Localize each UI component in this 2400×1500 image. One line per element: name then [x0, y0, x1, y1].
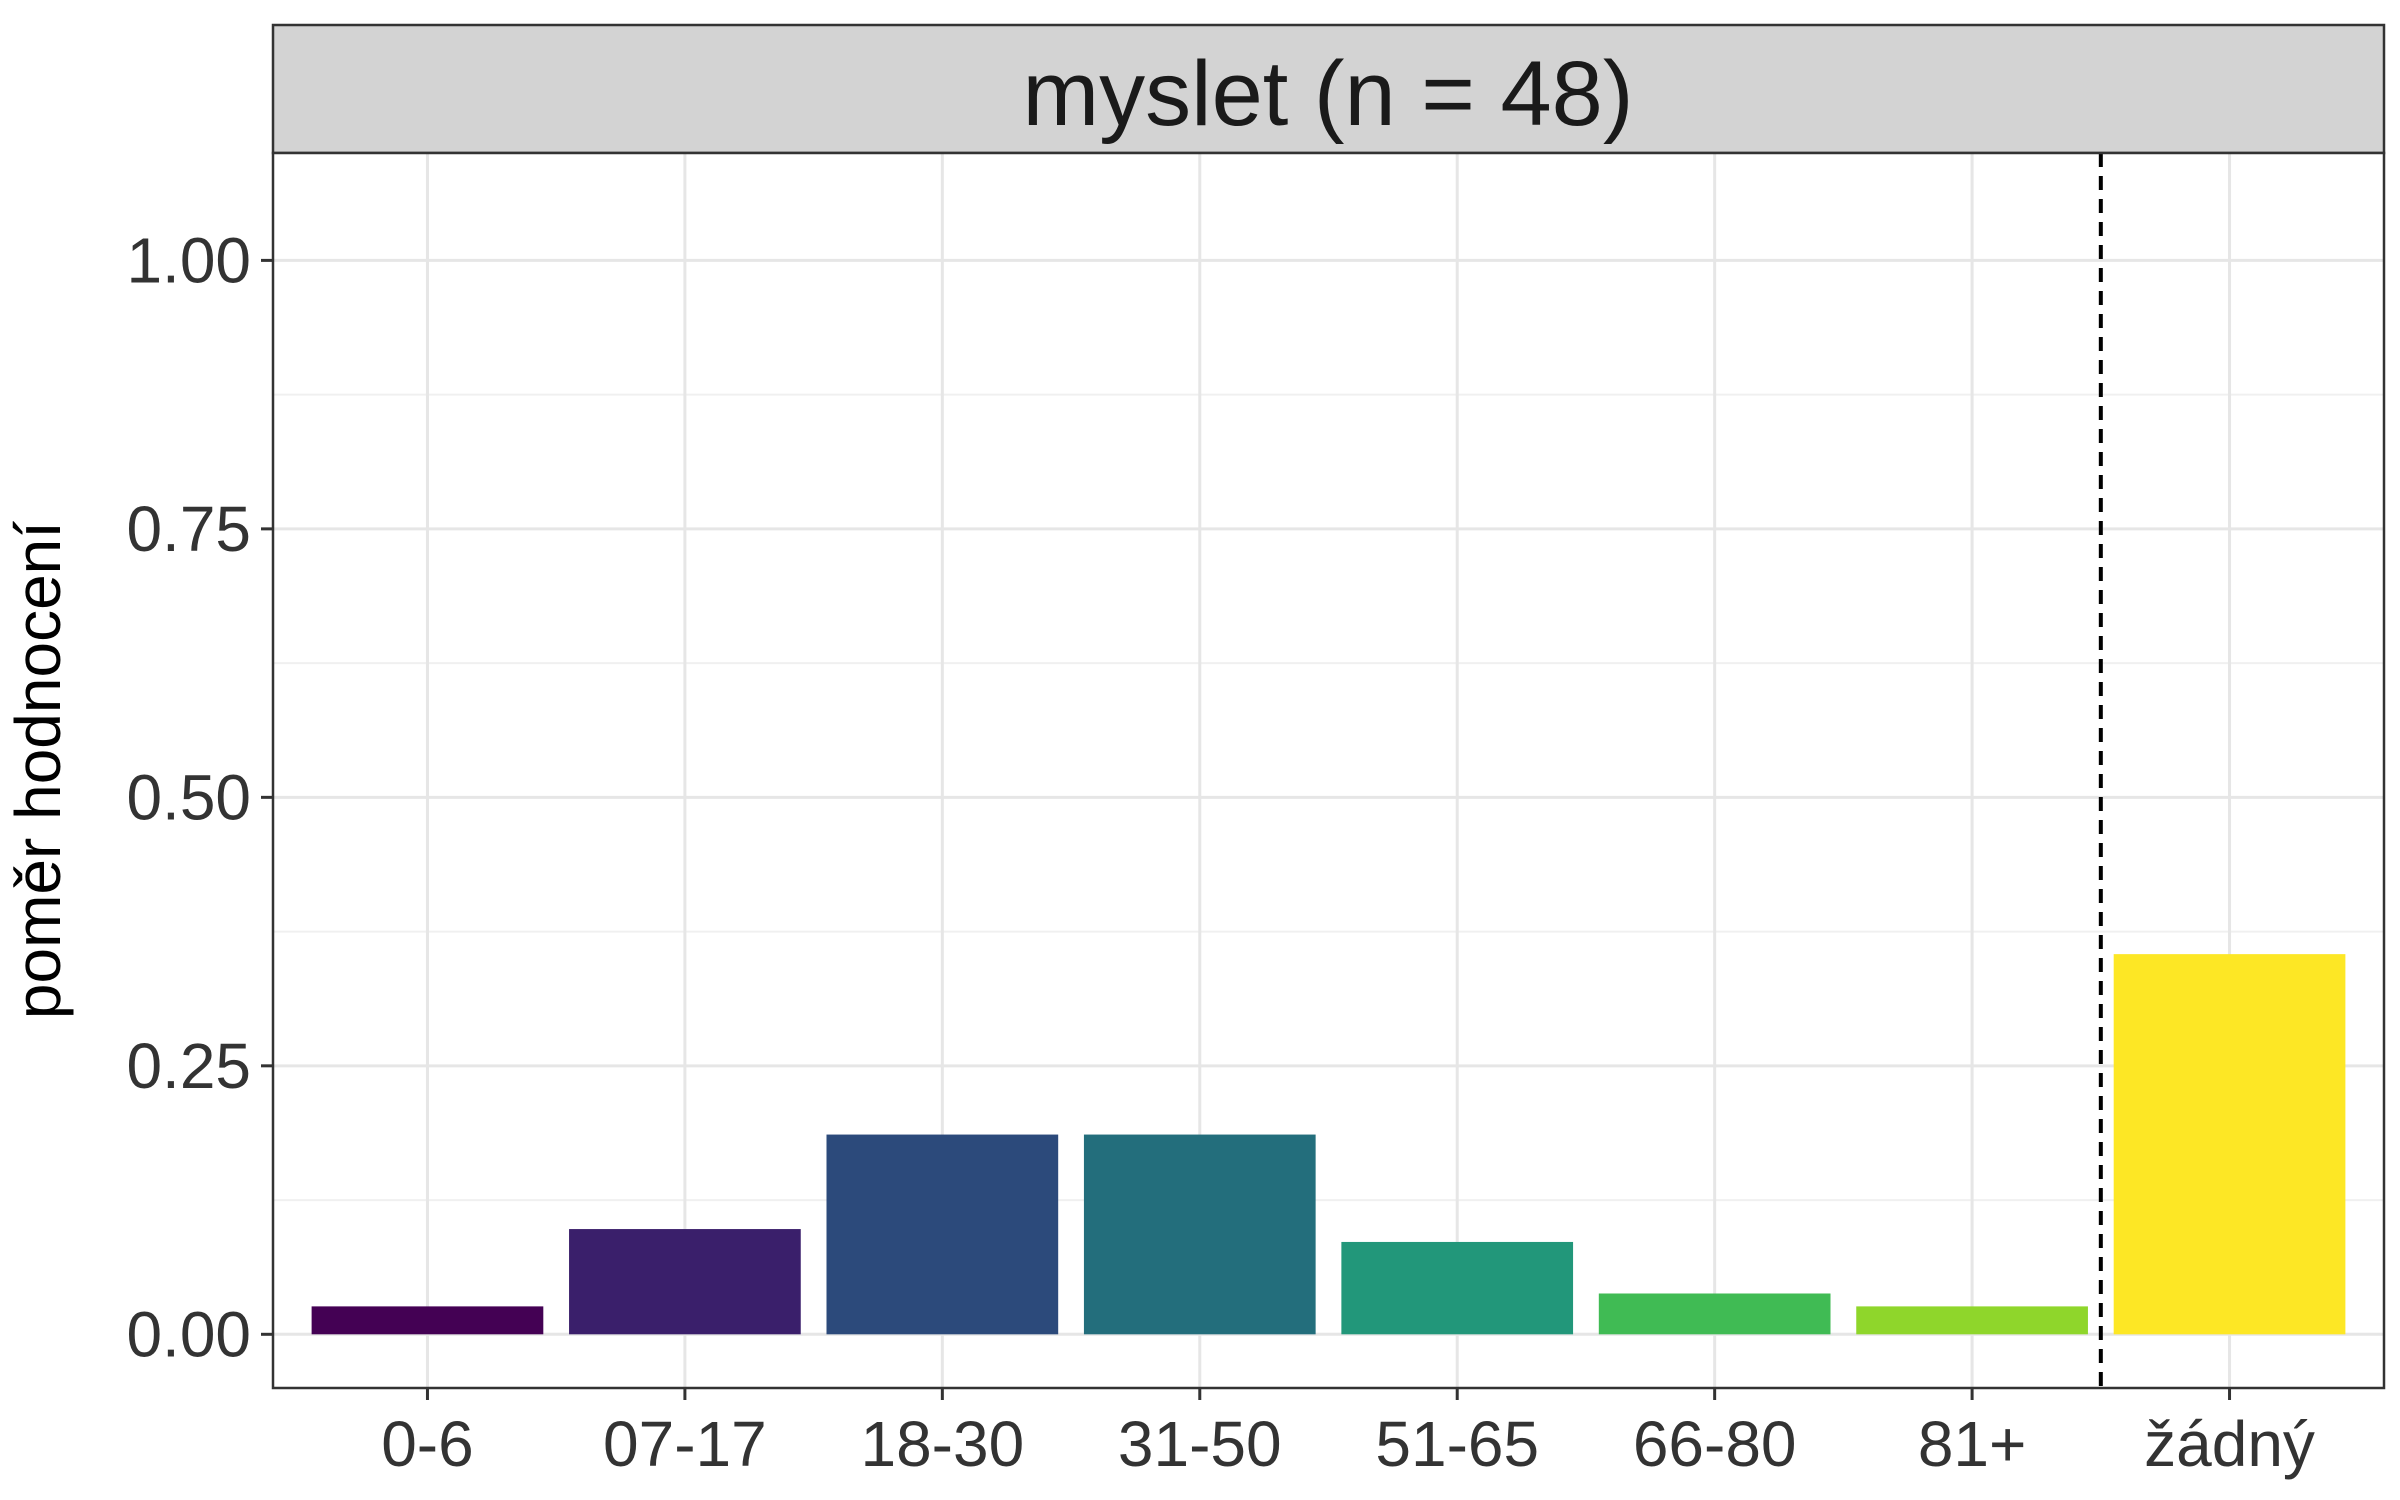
strip-background: [271, 23, 2386, 155]
x-tick-label: 07-17: [603, 1408, 767, 1480]
bar-žádný: [2113, 954, 2346, 1335]
plot-panel: [271, 151, 2386, 1390]
y-tick-label: 1.00: [126, 224, 251, 296]
major-gridlines: [273, 153, 2384, 1388]
panel-background: [273, 153, 2384, 1388]
y-axis-title: poměr hodnocení: [2, 521, 74, 1019]
x-tick-label: 18-30: [860, 1408, 1024, 1480]
facet-title: myslet (n = 48): [1023, 43, 1634, 145]
bar-81+: [1856, 1306, 2088, 1335]
x-tick-label: 31-50: [1118, 1408, 1282, 1480]
y-tick-label: 0.00: [126, 1298, 251, 1370]
bar-31-50: [1083, 1134, 1316, 1335]
bar-07-17: [569, 1229, 801, 1335]
bar-51-65: [1341, 1241, 1574, 1335]
y-axis: 0.00 0.25 0.50 0.75 1.00: [126, 224, 273, 1370]
bar-66-80: [1598, 1293, 1831, 1335]
x-tick-label: žádný: [2144, 1408, 2315, 1480]
x-tick-label: 81+: [1918, 1408, 2027, 1480]
x-tick-label: 66-80: [1633, 1408, 1797, 1480]
panel-border: [271, 151, 2386, 1390]
bars: [311, 954, 2346, 1335]
bar-0-6: [311, 1306, 544, 1335]
x-axis: 0-6 07-17 18-30 31-50 51-65 66-80 81+ žádný: [381, 1388, 2315, 1480]
y-tick-label: 0.75: [126, 493, 251, 565]
y-tick-label: 0.25: [126, 1030, 251, 1102]
x-tick-label: 0-6: [381, 1408, 474, 1480]
minor-gridlines: [273, 393, 2384, 1202]
y-tick-label: 0.50: [126, 761, 251, 833]
x-tick-label: 51-65: [1375, 1408, 1539, 1480]
bar-18-30: [826, 1134, 1059, 1335]
